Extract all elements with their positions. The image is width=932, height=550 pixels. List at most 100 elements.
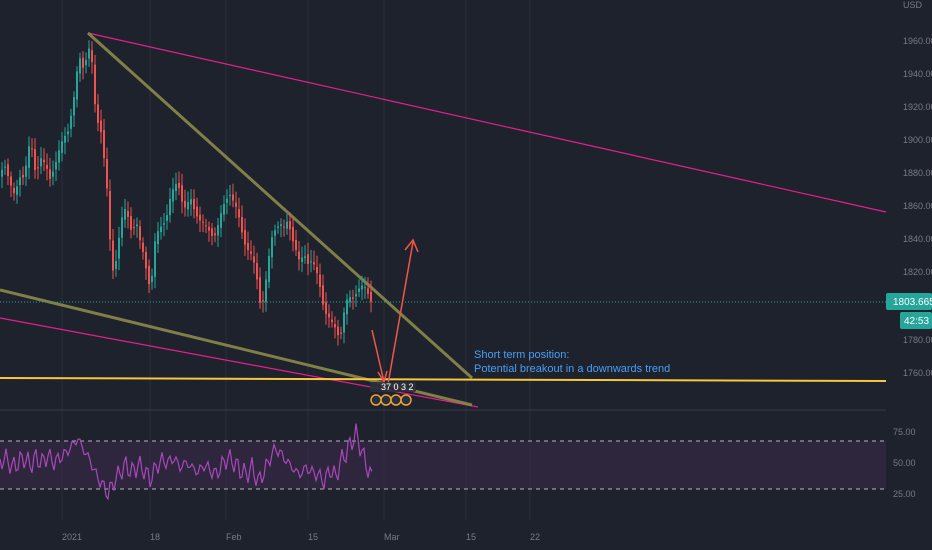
candle-body: [292, 226, 294, 242]
candle-body: [157, 231, 159, 245]
candle-body: [118, 237, 120, 259]
candle-body: [346, 299, 348, 315]
candle-body: [262, 300, 264, 302]
candle-body: [154, 241, 156, 277]
event-flag-icon: [380, 394, 392, 406]
candle-body: [211, 228, 213, 236]
candle-body: [250, 251, 252, 254]
event-flag-icon: [370, 394, 382, 406]
candle-body: [229, 195, 231, 197]
candle-body: [322, 285, 324, 305]
candle-body: [82, 57, 84, 68]
candle-body: [4, 166, 6, 168]
candle-body: [364, 287, 366, 289]
event-flags: [370, 382, 416, 406]
candle-body: [280, 224, 282, 226]
events-label: 37 0 3 2: [381, 382, 414, 392]
candle-body: [349, 297, 351, 303]
price-tick: 1880.000: [903, 168, 932, 178]
rsi-tick: 75.00: [893, 427, 916, 437]
candle-body: [193, 199, 195, 210]
candle-body: [130, 216, 132, 230]
candle-body: [331, 319, 333, 323]
event-flag-icon: [390, 394, 402, 406]
candle-body: [277, 226, 279, 228]
candle-body: [289, 221, 291, 230]
candle-body: [271, 237, 273, 258]
candle-body: [340, 332, 342, 334]
price-tick: 1960.000: [903, 36, 932, 46]
candle-body: [91, 50, 93, 63]
rsi-band: [0, 441, 886, 489]
candle-body: [43, 159, 45, 163]
candle-body: [283, 226, 285, 228]
price-tick: 1820.000: [903, 267, 932, 277]
candle-body: [151, 275, 153, 283]
candle-body: [97, 104, 99, 123]
candle-body: [163, 223, 165, 225]
candle-body: [190, 199, 192, 205]
candle-body: [115, 261, 117, 269]
candle-body: [40, 158, 42, 167]
candle-body: [166, 215, 168, 221]
candle-body: [55, 161, 57, 170]
candle-body: [49, 169, 51, 179]
candle-body: [286, 221, 288, 229]
candle-body: [310, 261, 312, 263]
candle-body: [31, 148, 33, 150]
lower-channel-line: [0, 317, 479, 408]
candle-body: [274, 230, 276, 236]
candle-body: [298, 251, 300, 260]
candle-body: [139, 226, 141, 241]
candle-body: [316, 267, 318, 274]
time-tick: 2021: [62, 532, 82, 542]
price-tick: 1860.000: [903, 201, 932, 211]
upper-channel-line: [87, 32, 887, 213]
candle-body: [223, 204, 225, 215]
annotation-line-1: Short term position:: [474, 349, 569, 361]
candle-body: [268, 255, 270, 283]
candle-body: [235, 202, 237, 207]
price-tick: 1900.000: [903, 135, 932, 145]
last-price-badge: [886, 293, 932, 310]
candle-body: [205, 225, 207, 227]
candle-body: [106, 159, 108, 189]
candle-body: [325, 302, 327, 314]
candle-body: [319, 274, 321, 287]
candle-body: [334, 324, 336, 328]
time-tick: Feb: [226, 532, 242, 542]
candle-body: [1, 169, 3, 177]
candle-body: [22, 174, 24, 178]
candle-body: [307, 254, 309, 265]
rsi-tick: 50.00: [893, 458, 916, 468]
candle-body: [220, 213, 222, 228]
candle-body: [232, 194, 234, 201]
candle-body: [172, 189, 174, 202]
currency-label: USD: [903, 0, 923, 10]
arrowhead-up-icon: [404, 238, 419, 253]
price-axis: USD 1960.000 1940.000 1920.000 1900.000 …: [903, 0, 932, 378]
candle-body: [358, 288, 360, 292]
candle-body: [136, 224, 138, 227]
candle-body: [94, 64, 96, 105]
candle-body: [142, 242, 144, 252]
candle-body: [13, 188, 15, 194]
price-tick: 1840.000: [903, 234, 932, 244]
support-line: [0, 377, 887, 382]
price-tick: 1940.000: [903, 69, 932, 79]
candle-body: [259, 277, 261, 303]
candle-body: [244, 229, 246, 245]
candle-body: [214, 233, 216, 236]
events-marker[interactable]: 37 0 3 2: [381, 382, 414, 392]
candle-body: [238, 209, 240, 218]
price-tick: 1760.000: [903, 368, 932, 378]
annotation[interactable]: Short term position: Potential breakout …: [474, 349, 670, 375]
candle-body: [76, 71, 78, 100]
candle-body: [19, 177, 21, 186]
candle-body: [28, 146, 30, 168]
time-tick: 15: [466, 532, 476, 542]
candle-body: [64, 135, 66, 143]
